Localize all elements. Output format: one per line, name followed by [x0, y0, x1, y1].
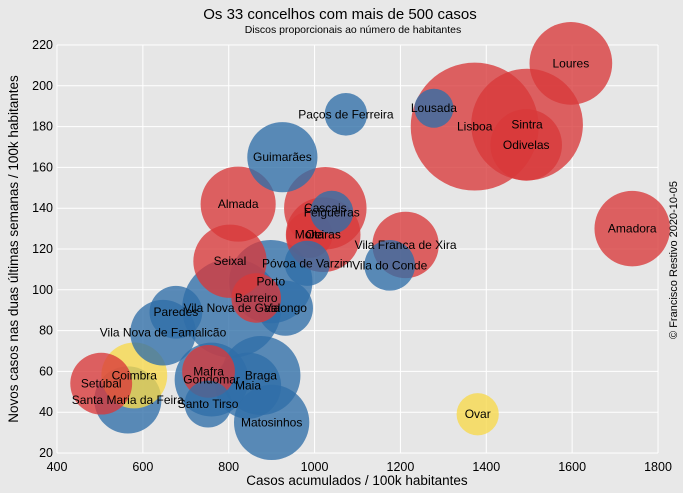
y-tick-label: 140 — [32, 201, 53, 215]
bubble-label: Santo Tirso — [178, 397, 239, 411]
y-tick-label: 160 — [32, 160, 53, 174]
x-tick-label: 1800 — [644, 460, 672, 474]
bubble-point — [364, 240, 415, 291]
bubble-label: Oeiras — [305, 228, 340, 242]
bubble-label: Mafra — [193, 364, 224, 378]
x-tick-label: 1000 — [301, 460, 329, 474]
bubble-point — [594, 190, 670, 267]
y-tick-label: 80 — [39, 324, 53, 338]
bubble-point — [284, 240, 330, 286]
bubble-label: Loures — [553, 56, 590, 70]
bubble-point — [70, 352, 133, 415]
credit-text: © Francisco Restivo 2020-10-05 — [668, 181, 680, 339]
y-axis-label: Novos casos nas duas últimas semanas / 1… — [6, 75, 21, 423]
y-tick-label: 20 — [39, 446, 53, 460]
y-tick-label: 200 — [32, 79, 53, 93]
bubble-point — [310, 190, 354, 234]
bubble-label: Braga — [245, 368, 277, 382]
bubble-point — [184, 380, 232, 428]
bubble-point — [490, 109, 562, 181]
y-tick-label: 120 — [32, 242, 53, 256]
bubble-label: Guimarães — [253, 150, 312, 164]
bubble-label: Póvoa de Varzim — [262, 256, 353, 270]
bubble-point — [324, 93, 368, 136]
bubble-label: Barreiro — [235, 291, 278, 305]
bubble-label: Vila Nova de Gaia — [183, 301, 280, 315]
bubble-point — [414, 88, 454, 128]
bubble-label: Seixal — [214, 254, 247, 268]
bubble-label: Cascais — [304, 201, 347, 215]
bubble-point — [456, 393, 499, 436]
bubble-label: Ovar — [465, 407, 491, 421]
x-tick-label: 600 — [132, 460, 153, 474]
y-tick-label: 60 — [39, 364, 53, 378]
x-tick-label: 1400 — [472, 460, 500, 474]
bubble-label: Lousada — [411, 101, 457, 115]
x-tick-label: 1200 — [387, 460, 415, 474]
bubble-label: Matosinhos — [241, 415, 302, 429]
bubble-label: Setúbal — [81, 377, 122, 391]
bubble-label: Amadora — [608, 222, 657, 236]
bubble-label: Coimbra — [112, 368, 158, 382]
bubble-point — [200, 166, 276, 242]
chart-subtitle: Discos proporcionais ao número de habita… — [245, 24, 462, 36]
bubble-label: Odivelas — [503, 138, 550, 152]
bubble-label: Sintra — [511, 118, 543, 132]
bubble-point — [149, 285, 203, 339]
bubble-label: Felgueiras — [304, 205, 360, 219]
y-tick-label: 100 — [32, 283, 53, 297]
bubble-label: Lisboa — [457, 120, 493, 134]
bubble-point — [529, 22, 613, 105]
y-tick-label: 220 — [32, 38, 53, 52]
bubble-label: Vila Nova de Famalicão — [100, 326, 227, 340]
x-tick-label: 800 — [218, 460, 239, 474]
bubble-point — [247, 122, 318, 193]
bubble-label: Almada — [218, 197, 259, 211]
bubble-label: Paredes — [154, 305, 199, 319]
y-tick-label: 40 — [39, 405, 53, 419]
bubble-label: Gondomar — [183, 373, 240, 387]
chart-title: Os 33 concelhos com mais de 500 casos — [203, 6, 476, 23]
bubble-labels: Lisboa Sintra Odivelas Loures Amadora Lousada… — [72, 56, 657, 429]
bubble-label: Valongo — [264, 301, 307, 315]
bubble-label: Santa Maria da Feira — [72, 393, 184, 407]
bubble-label: Paços de Ferreira — [298, 107, 394, 121]
x-tick-label: 1600 — [558, 460, 586, 474]
bubble-label: Moita — [295, 228, 325, 242]
x-tick-label: 400 — [47, 460, 68, 474]
bubble-label: Vila Franca de Xira — [355, 238, 457, 252]
y-tick-label: 180 — [32, 120, 53, 134]
bubbles — [70, 22, 670, 461]
bubble-label: Maia — [235, 379, 261, 393]
bubble-label: Vila do Conde — [352, 258, 427, 272]
ticks: 400 600 800 1000 1200 1400 1600 1800 20 40 60 80 100… — [32, 38, 672, 474]
bubble-point — [231, 273, 281, 323]
bubble-label: Porto — [256, 275, 285, 289]
x-axis-label: Casos acumulados / 100k habitantes — [246, 473, 468, 488]
